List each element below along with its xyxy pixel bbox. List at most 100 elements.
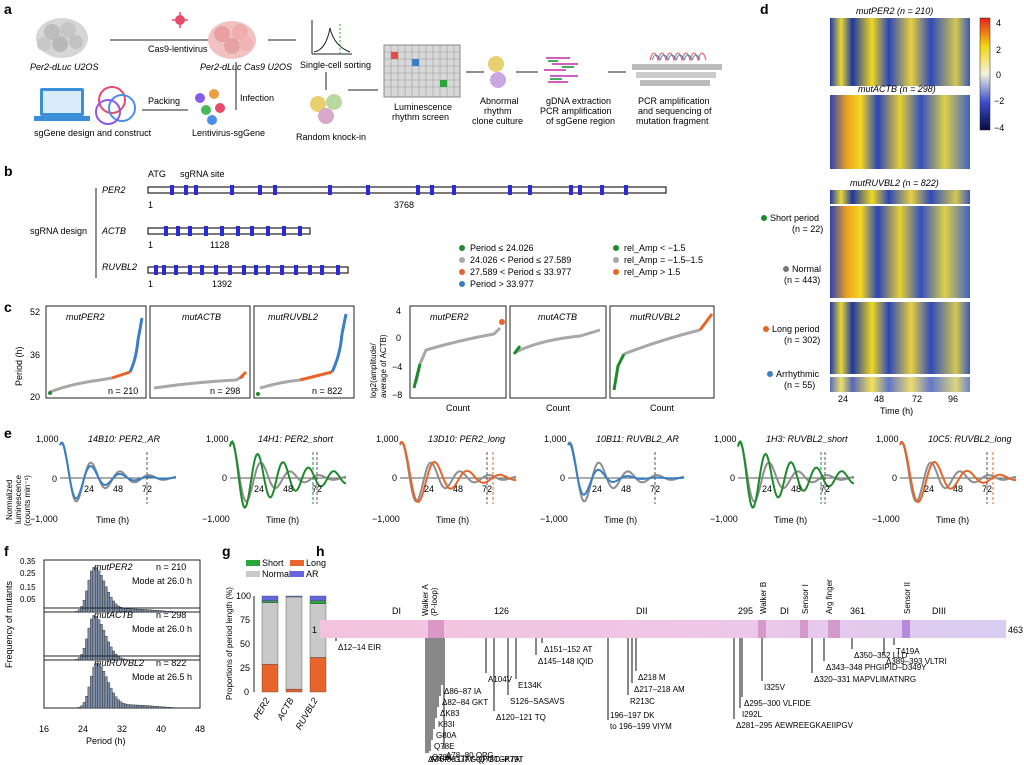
mutation-label: I292L [742, 710, 763, 719]
histogram-bar [136, 704, 140, 709]
histogram-mode: Mode at 26.0 h [132, 624, 192, 634]
histogram-bar [131, 704, 135, 709]
infection-label: Infection [240, 93, 274, 103]
design-label: sgGene design and construct [34, 128, 152, 138]
histogram-bar [80, 654, 84, 661]
amp-ylabel-1: log2(amplitude/ [369, 343, 378, 398]
histogram-mode: Mode at 26.5 h [132, 672, 192, 682]
histogram-bar [97, 619, 101, 661]
mutation-label: Δ74–86 LIAGQPGTGKTAI [428, 755, 522, 764]
trace-ytick: −1,000 [710, 514, 738, 524]
histogram-bar [99, 624, 103, 661]
ruvbl2-length: 1392 [212, 279, 232, 289]
heatmap-ruvbl2-normal [830, 206, 970, 298]
trace-ytick: −1,000 [202, 514, 230, 524]
count-label-1: Count [446, 403, 471, 413]
knockin-cells-icon [310, 94, 342, 124]
amp-ytick-4: 4 [396, 306, 401, 316]
trace-ytick: −1,000 [372, 514, 400, 524]
mutation-label: Δ350–352 LLD [854, 651, 908, 660]
mutation-label: Δ281–295 AEWREEGKAEIIPGV [736, 721, 854, 730]
histogram-bar [85, 638, 89, 661]
bar-segment-short [261, 600, 279, 603]
lentivirus-label: Lentivirus-sgGene [192, 128, 265, 138]
colorbar-tick-neg2: −2 [994, 96, 1004, 106]
pos-126: 126 [494, 606, 509, 616]
mutation-label: Δ86–87 IA [444, 687, 482, 696]
group-long-n: (n = 302) [784, 335, 820, 345]
mutant-trace [229, 439, 347, 509]
mutation-label: I325V [764, 683, 786, 692]
colorbar-tick-neg4: −4 [994, 123, 1004, 133]
heatmap-xtick-24: 24 [838, 394, 848, 404]
virus-label: Cas9-lentivirus [148, 44, 208, 54]
amp-ytick-neg8: −8 [392, 390, 402, 400]
svg-text:Period ≤ 24.026: Period ≤ 24.026 [470, 243, 533, 253]
histogram-bar [124, 659, 128, 661]
histogram-xtick: 48 [195, 724, 205, 734]
bar-category-label: ACTB [275, 696, 296, 723]
svg-text:27.589 < Period ≤ 33.977: 27.589 < Period ≤ 33.977 [470, 267, 571, 277]
histogram-bar [170, 611, 174, 613]
count-label-2: Count [546, 403, 571, 413]
domain-di2: DI [780, 606, 789, 616]
histogram-bar [80, 705, 84, 709]
histogram-bar [85, 696, 89, 709]
mutation-label: Δ78–80 QPG [446, 751, 494, 760]
sequencing-trace-icon [632, 52, 722, 86]
mutation-label: Δ389–393 VLTRI [886, 657, 947, 666]
histogram-bar [146, 609, 150, 613]
histogram-bar [163, 706, 167, 709]
mutation-label: Δ145–148 IQID [538, 657, 593, 666]
sensor1-label: Sensor I [801, 584, 810, 614]
period-scatter-actb: mutACTB n = 298 [149, 305, 251, 399]
cell-cluster-icon [36, 18, 88, 58]
histogram-bar [165, 706, 169, 709]
histogram-n: n = 298 [156, 610, 186, 620]
amp-scatter-ruvbl2: mutRUVBL2 [609, 305, 715, 399]
histogram-bar [170, 707, 174, 709]
trace-xlabel: Time (h) [96, 515, 129, 525]
panel-label-c: c [4, 299, 12, 315]
protein-start: 1 [312, 625, 317, 635]
period-scatter-per2: mutPER2 n = 210 [45, 305, 147, 399]
trace-ytick: 0 [892, 473, 897, 483]
control-trace [399, 441, 517, 503]
panel-label-d: d [760, 1, 769, 17]
sgrna-site-label: sgRNA site [180, 169, 225, 179]
trace-ytick: −1,000 [540, 514, 568, 524]
bar-segment-ar [261, 595, 279, 602]
histogram-bar [138, 704, 142, 709]
trace-xlabel: Time (h) [436, 515, 469, 525]
group-normal-n: (n = 443) [784, 275, 820, 285]
heatmap-ruvbl2-short [830, 190, 970, 204]
mutant-trace [737, 439, 855, 509]
histogram-bar [124, 703, 128, 709]
bar-category-label: PER2 [251, 696, 271, 721]
trace-ytick: 0 [560, 473, 565, 483]
amp-scatter-per2: mutPER2 [409, 305, 507, 399]
histogram-bar [155, 706, 159, 709]
colorbar-tick-0: 0 [996, 70, 1001, 80]
trace-xtick: 48 [113, 484, 123, 494]
histogram-bar [90, 675, 93, 709]
walker-b-domain [758, 620, 766, 638]
freq-ylabel: Frequency of mutants [4, 580, 14, 668]
histogram-bar [104, 676, 108, 709]
histogram-bar [158, 706, 162, 709]
normal-dot [783, 266, 789, 272]
control-trace [899, 441, 1017, 503]
svg-text:Short: Short [262, 558, 284, 568]
trace-ytick: 0 [730, 473, 735, 483]
histogram-bar [109, 687, 113, 709]
histograms: mutPER2 n = 210 Mode at 26.0 h mutACTB n = 2… [20, 557, 205, 734]
gene-name-actb: ACTB [101, 226, 126, 236]
histogram-bar [116, 699, 120, 709]
histogram-bar [102, 671, 106, 709]
bar-segment-normal [261, 602, 279, 665]
lum-ylabel-1: Normalized [5, 480, 14, 520]
svg-text:mutACTB: mutACTB [182, 312, 221, 322]
mutation-label: Δ343–348 PHGIPID–D349Y [826, 663, 927, 672]
histogram-xtick: 32 [117, 724, 127, 734]
